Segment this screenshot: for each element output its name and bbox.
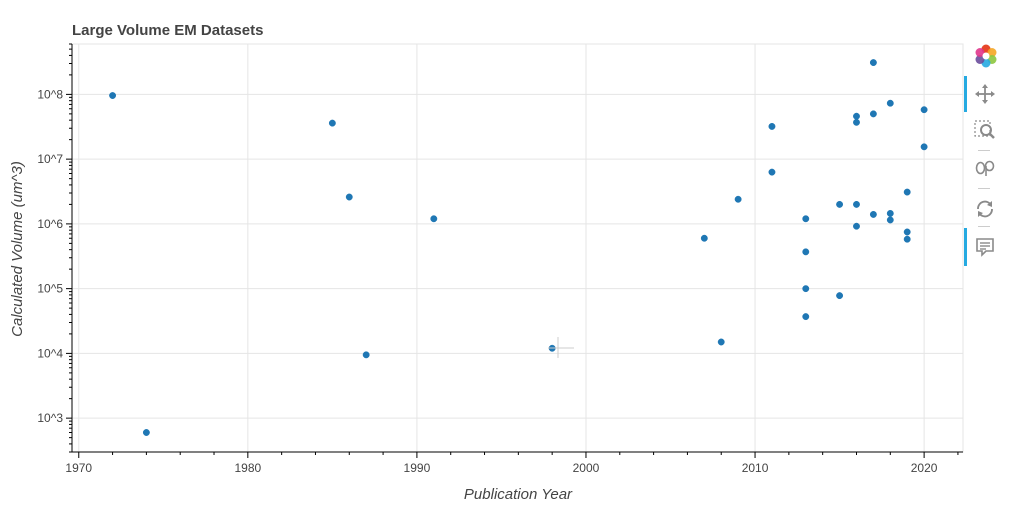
data-point[interactable] — [903, 188, 911, 196]
x-tick-label: 1990 — [404, 461, 431, 475]
data-point[interactable] — [836, 292, 844, 300]
y-tick-label: 10^4 — [37, 346, 63, 360]
reset-tool-button[interactable] — [964, 194, 1004, 224]
y-axis-label: Calculated Volume (um^3) — [9, 161, 26, 337]
data-point[interactable] — [853, 222, 860, 230]
y-tick-label: 10^3 — [37, 411, 63, 425]
data-point[interactable] — [886, 216, 894, 224]
data-point[interactable] — [886, 99, 894, 107]
data-point[interactable] — [869, 59, 877, 67]
toolbar-divider — [978, 188, 990, 189]
bokeh-logo[interactable] — [964, 40, 1004, 70]
data-point[interactable] — [886, 209, 894, 217]
pan-tool-button[interactable] — [964, 76, 1004, 112]
x-tick-label: 2010 — [742, 461, 769, 475]
data-point[interactable] — [920, 106, 928, 114]
data-point[interactable] — [430, 215, 438, 223]
data-point[interactable] — [903, 228, 911, 236]
data-points — [109, 59, 928, 436]
data-point[interactable] — [717, 338, 725, 346]
crosshair-cursor — [548, 337, 574, 358]
data-point[interactable] — [920, 143, 928, 151]
data-point[interactable] — [700, 234, 708, 242]
data-point[interactable] — [903, 235, 911, 243]
bokeh-logo-icon — [975, 44, 997, 68]
chart-toolbar — [964, 38, 1004, 278]
grid — [71, 43, 964, 453]
box-zoom-icon — [974, 120, 995, 139]
data-point[interactable] — [853, 118, 860, 126]
pan-icon — [975, 84, 995, 104]
y-tick-label: 10^8 — [37, 87, 63, 101]
data-point[interactable] — [768, 122, 776, 130]
hover-tool-button[interactable] — [964, 228, 1004, 266]
data-point[interactable] — [869, 210, 877, 218]
x-tick-label: 2020 — [911, 461, 938, 475]
data-point[interactable] — [802, 248, 810, 256]
data-point[interactable] — [362, 351, 370, 359]
y-tick-label: 10^7 — [37, 152, 63, 166]
data-point[interactable] — [836, 200, 844, 208]
x-tick-label: 1980 — [234, 461, 261, 475]
box-zoom-tool-button[interactable] — [964, 116, 1004, 146]
save-tool-button[interactable] — [964, 154, 1004, 184]
data-point[interactable] — [734, 195, 742, 203]
toolbar-divider — [978, 226, 990, 227]
data-point[interactable] — [768, 168, 776, 176]
data-point[interactable] — [853, 112, 860, 120]
save-icon — [975, 160, 995, 176]
toolbar-divider — [978, 150, 990, 151]
data-point[interactable] — [142, 429, 150, 436]
x-tick-label: 2000 — [573, 461, 600, 475]
reset-icon — [977, 200, 993, 218]
data-point[interactable] — [328, 119, 336, 127]
axes: 1970 1980 1990 2000 2010 2020 10^3 10^4 10^5 10^6… — [37, 43, 963, 475]
data-point[interactable] — [109, 92, 117, 99]
x-axis-label: Publication Year — [464, 486, 573, 503]
hover-icon — [976, 238, 994, 257]
data-point[interactable] — [345, 193, 353, 201]
data-point[interactable] — [853, 200, 860, 208]
plot-frame — [71, 43, 964, 453]
y-tick-label: 10^5 — [37, 282, 63, 296]
y-tick-label: 10^6 — [37, 217, 63, 231]
data-point[interactable] — [802, 285, 810, 293]
data-point[interactable] — [802, 313, 810, 321]
data-point[interactable] — [869, 110, 877, 118]
data-point[interactable] — [802, 215, 810, 223]
x-tick-label: 1970 — [65, 461, 92, 475]
chart-title: Large Volume EM Datasets — [72, 22, 263, 39]
